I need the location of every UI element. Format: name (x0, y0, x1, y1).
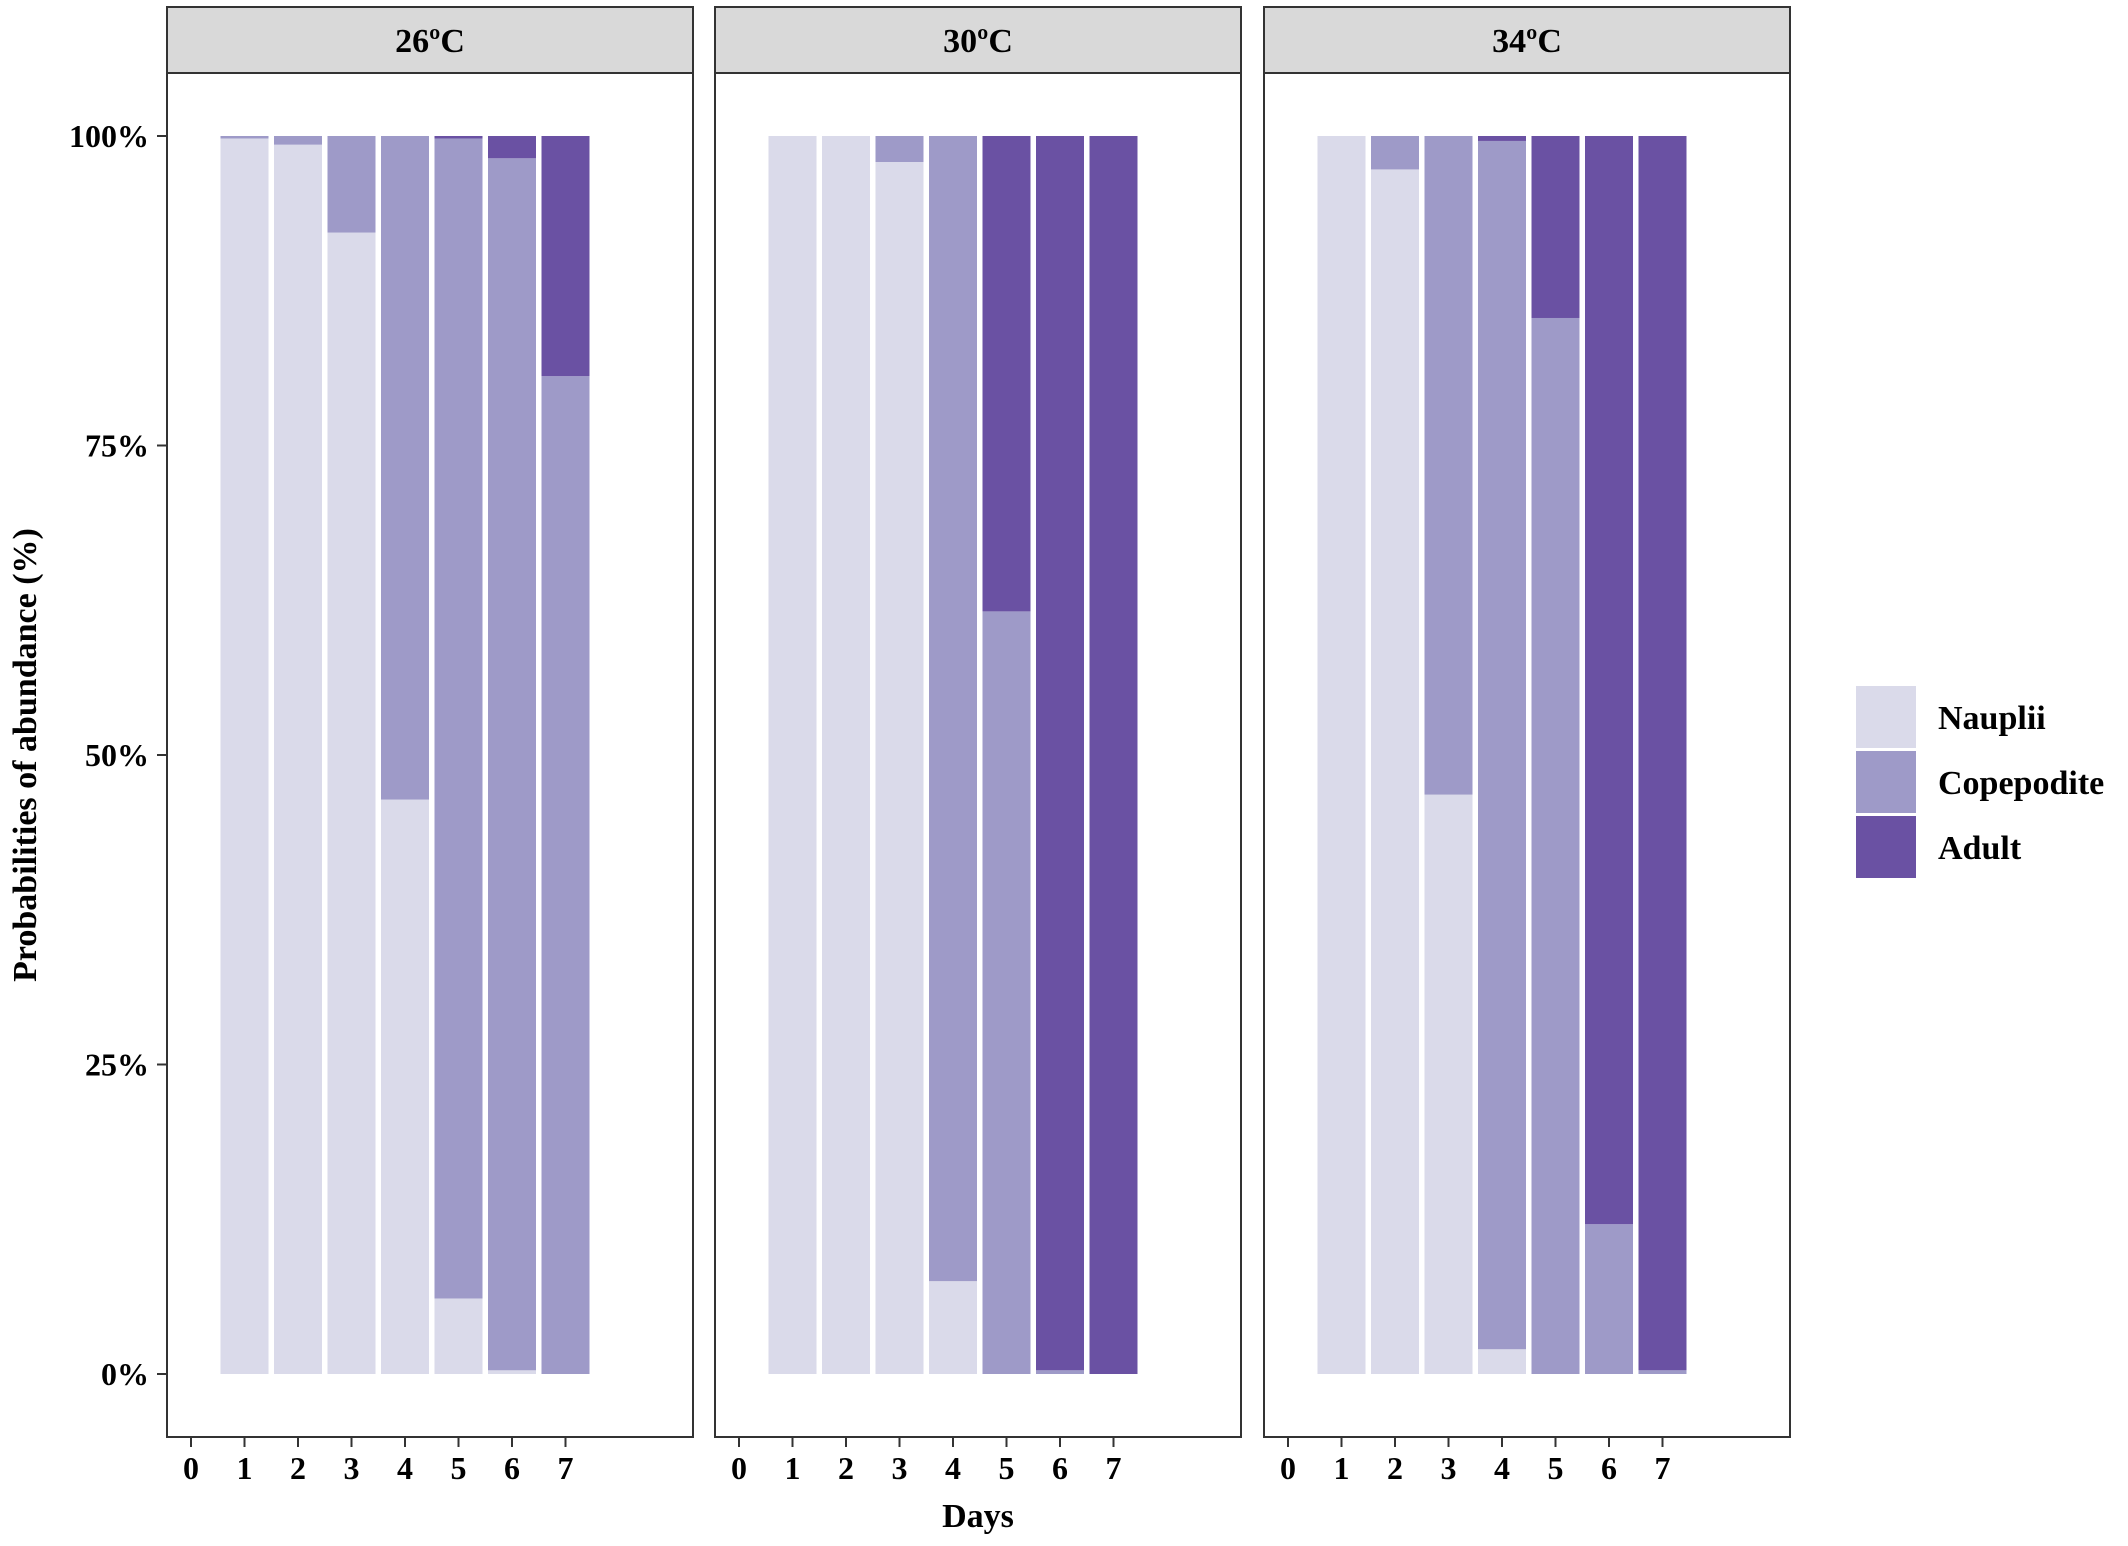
x-tick-label: 3 (1441, 1450, 1457, 1486)
x-tick-label: 0 (1280, 1450, 1296, 1486)
x-tick-label: 3 (344, 1450, 360, 1486)
x-tick-label: 1 (1334, 1450, 1350, 1486)
bar-segment-nauplii (220, 138, 269, 1375)
bar-segment-adult (488, 136, 536, 159)
bar-segment-copepodite (381, 136, 429, 800)
bar-segment-nauplii (488, 1370, 536, 1374)
x-tick-label: 0 (731, 1450, 747, 1486)
x-tick-label: 0 (183, 1450, 199, 1486)
facet-strip-label: 30ºC (943, 23, 1013, 60)
bar-segment-nauplii (274, 144, 322, 1374)
y-tick-label: 0% (101, 1356, 149, 1392)
x-tick-label: 6 (1601, 1450, 1617, 1486)
x-tick-label: 2 (838, 1450, 854, 1486)
x-tick-label: 7 (558, 1450, 574, 1486)
bar-segment-nauplii (381, 799, 429, 1374)
x-tick-label: 4 (1494, 1450, 1510, 1486)
x-tick-label: 2 (290, 1450, 306, 1486)
bar-segment-nauplii (929, 1281, 977, 1374)
bar-segment-copepodite (220, 136, 269, 139)
bar-segment-copepodite (541, 376, 590, 1374)
legend-key-copepodite (1856, 751, 1916, 813)
bar-segment-adult (434, 136, 483, 139)
x-tick-label: 5 (451, 1450, 467, 1486)
x-tick-label: 6 (504, 1450, 520, 1486)
bar-segment-copepodite (929, 136, 977, 1282)
facet-strip (714, 6, 1242, 74)
x-tick-label: 4 (397, 1450, 413, 1486)
legend-label: Nauplii (1938, 700, 2046, 737)
legend-key-adult (1856, 816, 1916, 878)
legend-label: Copepodite (1938, 765, 2104, 802)
x-tick-label: 7 (1655, 1450, 1671, 1486)
bar-segment-adult (1585, 136, 1633, 1225)
bar-segment-nauplii (1371, 169, 1419, 1374)
x-tick-label: 1 (237, 1450, 253, 1486)
x-tick-label: 5 (999, 1450, 1015, 1486)
x-tick-label: 2 (1387, 1450, 1403, 1486)
x-axis-title: Days (942, 1498, 1014, 1535)
y-tick-label: 50% (85, 737, 149, 773)
bar-segment-copepodite (1638, 1370, 1687, 1374)
bar-segment-copepodite (488, 158, 536, 1371)
bar-segment-adult (1089, 136, 1138, 1374)
bar-segment-copepodite (1424, 136, 1473, 795)
bar-segment-nauplii (875, 161, 924, 1374)
bar-segment-nauplii (327, 232, 376, 1375)
x-tick-label: 1 (785, 1450, 801, 1486)
bar-segment-copepodite (434, 138, 483, 1299)
y-tick-label: 25% (85, 1047, 149, 1083)
bar-segment-copepodite (1036, 1370, 1084, 1374)
bar-segment-nauplii (1478, 1349, 1526, 1374)
x-tick-label: 4 (945, 1450, 961, 1486)
bar-segment-adult (541, 136, 590, 377)
y-tick-label: 75% (85, 428, 149, 464)
y-tick-label: 100% (69, 118, 149, 154)
bar-segment-nauplii (1424, 794, 1473, 1374)
bar-segment-adult (982, 136, 1031, 612)
x-tick-label: 7 (1106, 1450, 1122, 1486)
bar-segment-adult (1036, 136, 1084, 1371)
bar-segment-nauplii (768, 136, 817, 1374)
bar-segment-nauplii (1317, 136, 1366, 1374)
bar-segment-adult (1638, 136, 1687, 1371)
facet-strip-label: 34ºC (1492, 23, 1562, 60)
y-axis-title: Probabilities of abundance (%) (7, 528, 44, 982)
legend-label: Adult (1938, 830, 2022, 867)
legend-key-nauplii (1856, 686, 1916, 748)
bar-segment-copepodite (1478, 140, 1526, 1350)
bar-segment-nauplii (822, 136, 870, 1374)
bar-segment-adult (1478, 136, 1526, 141)
bar-segment-copepodite (1371, 136, 1419, 170)
x-tick-label: 6 (1052, 1450, 1068, 1486)
bar-segment-copepodite (1585, 1224, 1633, 1374)
bar-segment-copepodite (274, 136, 322, 145)
x-tick-label: 5 (1548, 1450, 1564, 1486)
bar-segment-nauplii (434, 1298, 483, 1374)
facet-strip (166, 6, 694, 74)
facet-strip (1263, 6, 1791, 74)
bar-segment-copepodite (1531, 317, 1580, 1375)
facet-strip-label: 26ºC (395, 23, 465, 60)
bar-segment-copepodite (982, 611, 1031, 1374)
x-tick-label: 3 (892, 1450, 908, 1486)
bar-segment-copepodite (327, 136, 376, 233)
bar-segment-adult (1531, 136, 1580, 318)
bar-segment-copepodite (875, 136, 924, 162)
